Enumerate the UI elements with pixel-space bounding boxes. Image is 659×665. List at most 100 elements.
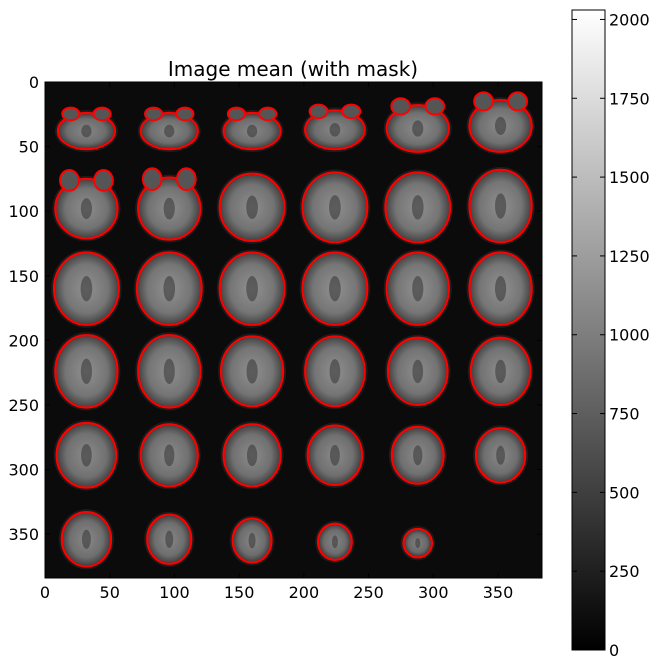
- mask-lobe-right: [176, 167, 197, 191]
- mask-contour: [54, 177, 119, 240]
- mask-contour: [384, 171, 452, 244]
- slice-tile: [383, 249, 452, 328]
- x-tick-label: 250: [353, 583, 384, 602]
- ventricle: [165, 530, 174, 548]
- ventricle: [494, 116, 507, 135]
- mask-contour: [306, 424, 364, 487]
- y-tick-label: 200: [8, 331, 39, 350]
- mask-lobe-left: [59, 168, 80, 192]
- mask-contour: [139, 423, 199, 488]
- colorbar-tick-label: 0: [609, 641, 619, 660]
- mask-contour: [219, 335, 285, 408]
- mask-lobe-left: [473, 91, 494, 112]
- mask-contour: [218, 172, 286, 242]
- ventricle: [81, 443, 92, 467]
- mask-contour: [135, 251, 203, 326]
- image-axes: 0 50 100 150 200 250 300 350 0 50 100 150 200 250 300…: [8, 73, 543, 602]
- mask-contour: [54, 334, 119, 409]
- slice-tile: [220, 421, 284, 490]
- slice-tile: [144, 511, 195, 567]
- ventricle: [494, 193, 507, 219]
- slice-tile: [54, 106, 118, 153]
- ventricle: [495, 359, 506, 384]
- mask-contour: [139, 111, 199, 151]
- ventricle: [412, 276, 424, 302]
- colorbar: 0 250 500 750 1000 1250 1500 1750 2000: [571, 9, 650, 660]
- mask-lobe-left: [226, 106, 246, 122]
- mask-lobe-right: [92, 106, 112, 122]
- colorbar-tick-label: 250: [609, 562, 640, 581]
- mask-contour: [402, 527, 434, 559]
- colorbar-tick-label: 1000: [609, 326, 650, 345]
- slice-tile: [137, 421, 201, 490]
- x-tick-label: 350: [483, 583, 514, 602]
- mask-lobe-right: [341, 103, 362, 120]
- mask-lobe-left: [390, 97, 411, 116]
- mask-contour: [231, 517, 273, 564]
- slice-tile: [315, 520, 355, 563]
- mask-contour: [390, 425, 445, 485]
- slice-tile: [137, 106, 201, 153]
- x-tick-label: 200: [289, 583, 320, 602]
- mask-contour: [468, 251, 533, 326]
- y-tick-label: 100: [8, 202, 39, 221]
- mask-contour: [137, 176, 202, 241]
- montage-tiles: [51, 91, 535, 570]
- chart-title: Image mean (with mask): [168, 57, 418, 81]
- mask-contour: [301, 251, 369, 326]
- mask-contour: [468, 98, 533, 153]
- colorbar-tick-label: 2000: [609, 10, 650, 29]
- slice-tile: [216, 170, 288, 244]
- ventricle: [331, 535, 338, 549]
- ventricle: [80, 276, 93, 302]
- mask-lobe-left: [141, 167, 163, 191]
- ventricle: [246, 124, 258, 138]
- ventricle: [412, 359, 424, 384]
- ventricle: [246, 444, 258, 467]
- slice-tile: [220, 106, 284, 153]
- ventricle: [163, 197, 175, 220]
- ventricle: [330, 444, 340, 466]
- ventricle: [329, 195, 341, 220]
- mask-contour: [52, 251, 120, 326]
- slice-tile: [466, 249, 535, 328]
- y-tick-label: 0: [29, 73, 39, 92]
- y-axis-ticks: 0 50 100 150 200 250 300 350: [8, 73, 542, 544]
- mask-contour: [137, 334, 202, 409]
- mask-contour: [222, 111, 282, 151]
- mask-lobe-right: [507, 91, 528, 112]
- mask-contour: [218, 251, 286, 326]
- slice-tile: [466, 166, 535, 246]
- ventricle: [163, 358, 175, 384]
- mask-lobe-right: [93, 168, 114, 192]
- colorbar-tick-label: 1250: [609, 247, 650, 266]
- mask-contour: [301, 171, 369, 244]
- colorbar-tick-label: 750: [609, 405, 640, 424]
- ventricle: [164, 124, 175, 138]
- ventricle: [329, 276, 341, 302]
- mask-contour: [304, 335, 366, 408]
- x-tick-label: 0: [40, 583, 50, 602]
- y-tick-label: 250: [8, 396, 39, 415]
- mask-contour: [468, 168, 533, 244]
- mask-lobe-right: [424, 97, 446, 116]
- slice-tile: [467, 334, 534, 408]
- slice-tile: [388, 423, 447, 487]
- slice-tile: [52, 168, 121, 242]
- mask-lobe-right: [175, 106, 195, 122]
- slice-tile: [133, 249, 205, 328]
- mask-contour: [304, 109, 366, 151]
- colorbar-tick-label: 500: [609, 483, 640, 502]
- x-tick-label: 150: [224, 583, 255, 602]
- ventricle: [246, 359, 258, 384]
- ventricle: [81, 529, 91, 549]
- mask-contour: [385, 251, 450, 326]
- ventricle: [412, 120, 424, 137]
- ventricle: [80, 198, 93, 219]
- ventricle: [494, 276, 507, 302]
- ventricle: [164, 444, 175, 467]
- ventricle: [329, 123, 341, 137]
- slice-tile: [400, 525, 435, 561]
- ventricle: [246, 195, 258, 220]
